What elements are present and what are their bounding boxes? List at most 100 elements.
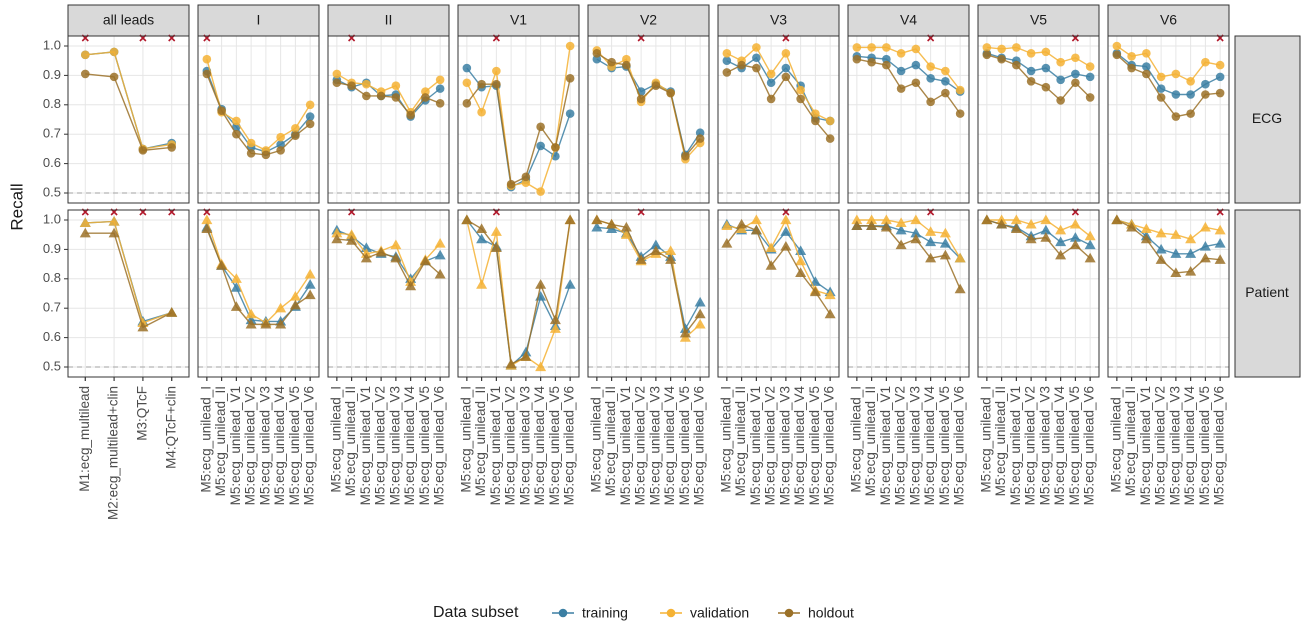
y-tick-label: 0.6 (43, 329, 61, 344)
point (982, 43, 992, 52)
x-tick-label: M5:ecg_unilead_V6 (1082, 386, 1097, 505)
point (955, 85, 965, 95)
point (737, 60, 746, 70)
point (750, 214, 762, 225)
x-tick-label: M5:ecg_unilead_V4 (662, 386, 677, 506)
point (1055, 236, 1067, 247)
panel-border (197, 209, 320, 378)
point (681, 151, 690, 161)
point (736, 218, 748, 229)
point (880, 214, 892, 225)
x-tick-label: M5:ecg_unilead_V5 (1067, 386, 1082, 505)
point (591, 214, 603, 225)
point (1071, 78, 1080, 88)
x-tick-label: M5:ecg_unilead_V3 (517, 386, 532, 505)
point (232, 116, 241, 126)
panel-background (1108, 210, 1229, 377)
point (419, 255, 431, 266)
point (245, 318, 257, 329)
panel (1107, 34, 1230, 204)
point (650, 239, 662, 250)
point (941, 66, 950, 76)
point (1186, 90, 1195, 99)
point (1025, 233, 1037, 244)
point (781, 63, 791, 73)
point (896, 49, 906, 58)
point (421, 93, 430, 102)
y-tick-label: 1.0 (43, 211, 61, 226)
point (346, 235, 358, 245)
point (781, 49, 791, 58)
column-strip-label: V2 (640, 12, 657, 28)
panel-border (847, 35, 970, 204)
y-tick-label: 0.5 (43, 358, 61, 373)
point (1084, 239, 1096, 250)
series-line (85, 73, 172, 152)
point (535, 361, 547, 372)
panel-border (67, 209, 190, 378)
series-line (85, 51, 172, 150)
column-strip-label: I (257, 12, 261, 28)
point (795, 267, 807, 278)
x-tick-label: M5:ecg_unilead_V3 (647, 386, 662, 505)
point (565, 74, 575, 83)
x-tick-label: M4:QTcF+clin (163, 386, 178, 469)
x-tick-label: M5:ecg_unilead_V2 (763, 386, 778, 505)
point (201, 223, 213, 233)
point (1069, 239, 1081, 250)
point (331, 233, 343, 244)
point (490, 242, 502, 253)
point (391, 81, 401, 90)
point (694, 296, 706, 307)
x-tick-label: M5:ecg_unilead_V4 (402, 386, 417, 506)
point (108, 215, 120, 226)
x-tick-label: M5:ecg_unilead_V6 (562, 386, 577, 505)
x-tick-label: M5:ecg_unilead_I (198, 386, 213, 493)
point (80, 50, 90, 60)
point (109, 47, 119, 57)
point (1186, 109, 1195, 118)
point (1142, 62, 1151, 71)
point (996, 218, 1008, 229)
point (536, 187, 545, 196)
point (721, 238, 733, 248)
point (752, 43, 761, 52)
panel-background (68, 36, 189, 203)
point (911, 44, 921, 54)
point (1111, 214, 1123, 225)
point (564, 279, 576, 289)
point (275, 318, 287, 329)
point (276, 146, 285, 155)
point (666, 88, 675, 98)
y-tick-label: 1.0 (43, 37, 61, 52)
x-tick-label: M5:ecg_unilead_I (978, 386, 993, 493)
panel-border (457, 209, 580, 378)
point (1026, 76, 1036, 86)
point (811, 109, 820, 118)
point (138, 146, 148, 155)
x-tick-label: M5:ecg_unilead_V3 (1037, 386, 1052, 505)
panel (717, 34, 840, 204)
point (304, 279, 316, 289)
y-tick-label: 0.7 (43, 300, 61, 315)
point (521, 178, 531, 188)
panel (977, 34, 1100, 204)
point (476, 279, 488, 289)
point (536, 141, 545, 151)
point (1214, 238, 1226, 248)
panel-background (198, 36, 319, 203)
point (882, 54, 891, 64)
x-tick-label: M5:ecg_unilead_V4 (532, 386, 547, 506)
panel-border (717, 209, 840, 378)
x-tick-label: M5:ecg_unilead_II (603, 386, 618, 496)
x-tick-label: M5:ecg_unilead_V4 (792, 386, 807, 506)
x-tick-label: M5:ecg_unilead_I (718, 386, 733, 493)
panel (847, 34, 970, 204)
point (536, 122, 545, 132)
point (346, 229, 358, 239)
point (421, 87, 430, 96)
panel-background (328, 36, 449, 203)
row-strip-label: Patient (1245, 284, 1289, 300)
point (635, 254, 647, 264)
panel-background (68, 210, 189, 377)
